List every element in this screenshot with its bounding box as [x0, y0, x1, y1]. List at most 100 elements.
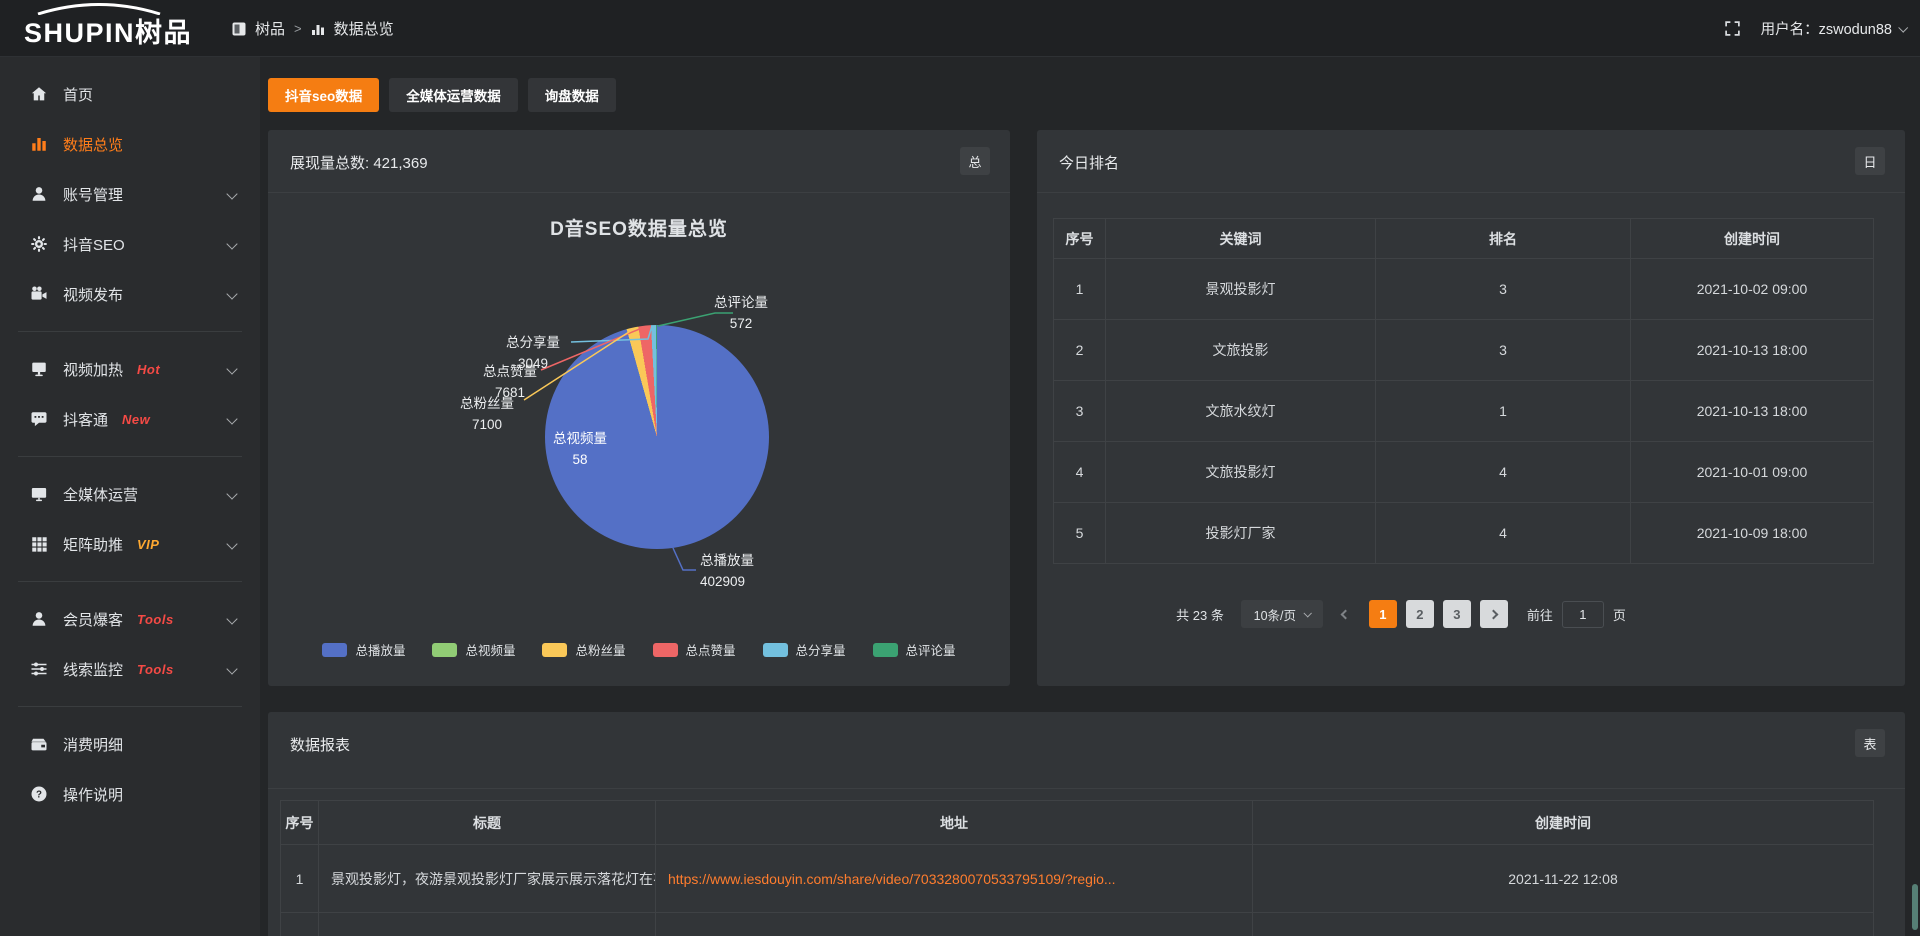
sidebar-item-account[interactable]: 账号管理	[0, 169, 260, 219]
sidebar-item-video-publish[interactable]: 视频发布	[0, 269, 260, 319]
video-url-link[interactable]: https://www.iesdouyin.com/share/video/70…	[668, 870, 1116, 887]
sidebar-item-label: 操作说明	[63, 786, 124, 804]
legend-item[interactable]: 总分享量	[762, 640, 846, 659]
table-row: 2 文旅投影 3 2021-10-13 18:00	[1053, 319, 1874, 381]
overview-panel: 展现量总数: 421,369 总 D音SEO数据量总览 总评论量 572 总分享量…	[268, 130, 1010, 686]
ranking-panel: 今日排名 日 序号 关键词 排名 创建时间 1 景观投影灯 3 2021-10-02 …	[1037, 130, 1905, 686]
tab-inquiry-data[interactable]: 询盘数据	[527, 78, 616, 112]
impressions-total: 展现量总数: 421,369	[290, 155, 428, 172]
table-row: 4 文旅投影灯 4 2021-10-01 09:00	[1053, 441, 1874, 503]
col-url: 地址	[655, 800, 1253, 845]
prev-page-button[interactable]	[1332, 600, 1360, 628]
chevron-down-icon	[226, 363, 238, 375]
table-header-row: 序号 标题 地址 创建时间	[280, 800, 1874, 845]
legend-item[interactable]: 总评论量	[872, 640, 956, 659]
app-logo: SHUPIN树品	[24, 18, 193, 48]
breadcrumb-current: 数据总览	[333, 21, 394, 38]
chevron-down-icon	[226, 663, 238, 675]
pagination: 共 23 条 10条/页 1 2 3 前往 页	[967, 600, 1835, 628]
table-row: 5 投影灯厂家 4 2021-10-09 18:00	[1053, 502, 1874, 564]
sidebar-item-label: 全媒体运营	[63, 486, 139, 504]
table-row: 3 文旅水纹灯 1 2021-10-13 18:00	[1053, 380, 1874, 442]
panel-divider	[1037, 192, 1905, 193]
sidebar-item-label: 消费明细	[63, 736, 124, 754]
sidebar-item-label: 视频发布	[63, 286, 124, 304]
chevron-down-icon	[226, 613, 238, 625]
tools-badge: Tools	[137, 611, 174, 627]
home-icon	[31, 87, 47, 101]
sidebar-item-label: 会员爆客	[63, 611, 124, 629]
legend-item[interactable]: 总点赞量	[652, 640, 736, 659]
sidebar-item-member[interactable]: 会员爆客 Tools	[0, 594, 260, 644]
sidebar-item-label: 首页	[63, 86, 94, 104]
sidebar-item-media-ops[interactable]: 全媒体运营	[0, 469, 260, 519]
topbar-right: 用户名：zswodun88	[1724, 0, 1909, 57]
chevron-down-icon	[226, 488, 238, 500]
chevron-left-icon	[1340, 609, 1351, 619]
report-table: 序号 标题 地址 创建时间 1 景观投影灯，夜游景观投影灯厂家展示展示落花灯在花…	[280, 800, 1874, 936]
pie-label-likes: 总点赞量 7681	[483, 364, 537, 400]
page-size-select[interactable]: 10条/页	[1240, 600, 1323, 628]
sidebar-divider	[18, 331, 242, 332]
gear-icon	[31, 236, 47, 252]
sidebar-item-data-overview[interactable]: 数据总览	[0, 119, 260, 169]
chart-legend: 总播放量 总视频量 总粉丝量 总点赞量 总分享量 总评论量	[268, 640, 1010, 659]
report-title: 数据报表	[290, 737, 351, 754]
scrollbar-thumb[interactable]	[1912, 884, 1918, 930]
sidebar-item-clue-monitor[interactable]: 线索监控 Tools	[0, 644, 260, 694]
legend-item[interactable]: 总播放量	[322, 640, 405, 659]
day-toggle-button[interactable]: 日	[1855, 147, 1885, 175]
table-row	[280, 912, 1874, 936]
sidebar-item-video-heat[interactable]: 视频加热 Hot	[0, 344, 260, 394]
legend-swatch	[542, 642, 568, 657]
page-button-2[interactable]: 2	[1405, 600, 1434, 628]
tab-douyin-seo-data[interactable]: 抖音seo数据	[268, 78, 380, 112]
sidebar-item-consumption[interactable]: 消费明细	[0, 719, 260, 769]
user-menu[interactable]: 用户名：zswodun88	[1761, 18, 1909, 39]
legend-item[interactable]: 总粉丝量	[542, 640, 626, 659]
monitor-play-icon	[32, 362, 46, 377]
sidebar-item-doukertong[interactable]: 抖客通 New	[0, 394, 260, 444]
pie-chart-title: D音SEO数据量总览	[550, 219, 728, 240]
table-header-row: 序号 关键词 排名 创建时间	[1053, 218, 1874, 259]
user-icon	[32, 187, 46, 201]
logo-arc-decoration	[37, 3, 161, 15]
wallet-icon	[31, 738, 47, 751]
col-keyword: 关键词	[1105, 218, 1376, 259]
chevron-down-icon	[226, 238, 238, 250]
pie-label-comments: 总评论量 572	[714, 295, 768, 331]
sidebar-item-matrix-boost[interactable]: 矩阵助推 VIP	[0, 519, 260, 569]
table-toggle-button[interactable]: 表	[1855, 729, 1885, 757]
legend-item[interactable]: 总视频量	[432, 640, 515, 659]
bar-chart-icon	[32, 138, 46, 151]
sidebar-item-label: 账号管理	[63, 186, 124, 204]
total-count: 共 23 条	[1176, 607, 1224, 623]
sidebar-item-home[interactable]: 首页	[0, 69, 260, 119]
fullscreen-icon[interactable]	[1724, 20, 1741, 37]
total-toggle-button[interactable]: 总	[960, 147, 990, 175]
breadcrumb-root[interactable]: 树品	[255, 21, 286, 38]
page-button-1[interactable]: 1	[1368, 600, 1397, 628]
sidebar-item-manual[interactable]: ? 操作说明	[0, 769, 260, 819]
data-source-tabs: 抖音seo数据 全媒体运营数据 询盘数据	[268, 78, 616, 112]
sidebar-item-label: 数据总览	[63, 136, 124, 154]
chevron-down-icon	[226, 413, 238, 425]
col-created: 创建时间	[1252, 800, 1874, 845]
report-panel: 数据报表 表 序号 标题 地址 创建时间 1 景观投影灯，夜游景观投影灯厂家展示…	[268, 712, 1905, 936]
page-button-3[interactable]: 3	[1442, 600, 1471, 628]
pie-label-videos: 总视频量 58	[553, 431, 607, 467]
chevron-down-icon	[226, 288, 238, 300]
ranking-title: 今日排名	[1059, 155, 1120, 172]
chevron-down-icon	[1898, 22, 1909, 33]
goto-page-input[interactable]	[1561, 600, 1604, 628]
legend-swatch	[432, 642, 458, 657]
sidebar-item-douyin-seo[interactable]: 抖音SEO	[0, 219, 260, 269]
tab-media-ops-data[interactable]: 全媒体运营数据	[389, 78, 518, 112]
video-camera-icon	[31, 286, 47, 300]
ranking-table: 序号 关键词 排名 创建时间 1 景观投影灯 3 2021-10-02 09:00 2…	[1053, 218, 1874, 564]
pie-label-fans: 总粉丝量 7100	[460, 396, 514, 432]
breadcrumb: 树品 > 数据总览	[232, 0, 394, 57]
col-no: 序号	[280, 800, 319, 845]
next-page-button[interactable]	[1479, 600, 1508, 628]
